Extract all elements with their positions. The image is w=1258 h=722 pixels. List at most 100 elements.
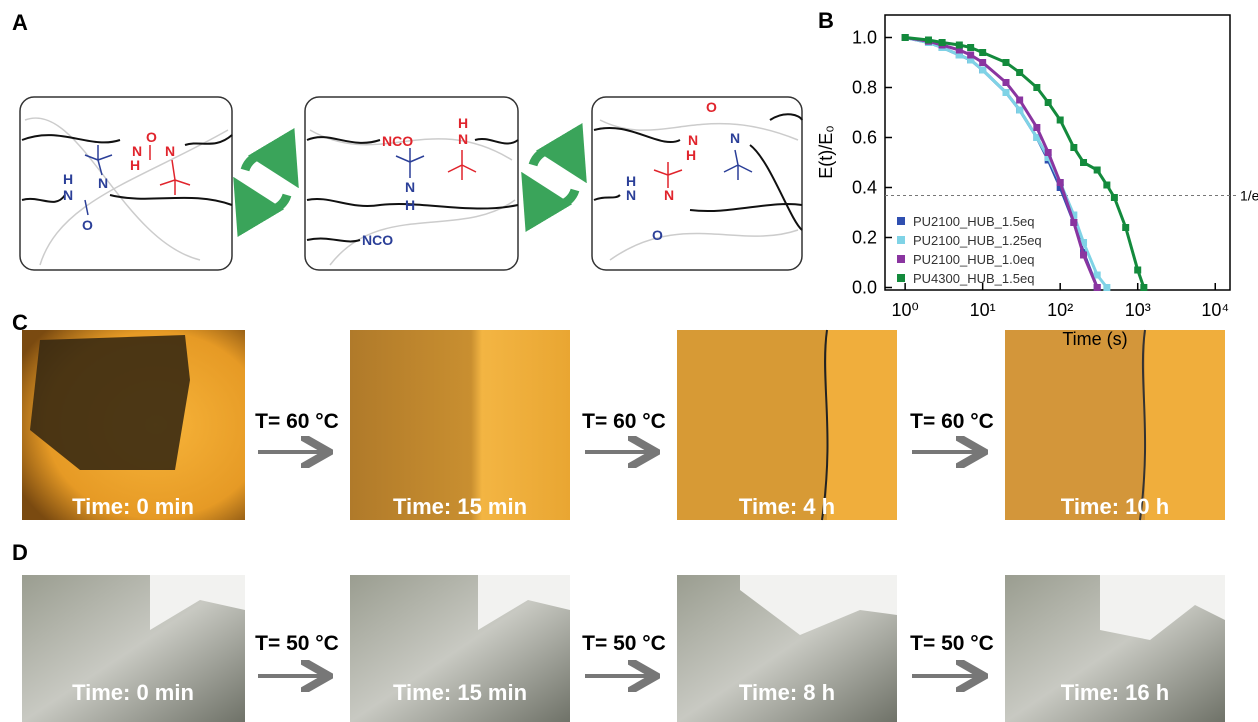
panel-label: D xyxy=(12,540,28,565)
atom: NCO xyxy=(362,232,393,248)
time-label: Time: 4 h xyxy=(739,494,835,519)
marker xyxy=(956,42,963,49)
atom: N xyxy=(132,143,142,159)
marker xyxy=(1070,144,1077,151)
atom: NCO xyxy=(382,133,413,149)
marker xyxy=(1080,159,1087,166)
marker xyxy=(1111,194,1118,201)
marker xyxy=(1094,284,1101,291)
x-tick-label: 10¹ xyxy=(970,300,996,320)
series-line xyxy=(905,38,1097,288)
marker xyxy=(967,44,974,51)
atom: H xyxy=(130,157,140,173)
x-tick-label: 10⁰ xyxy=(892,300,919,320)
atom: O xyxy=(706,99,717,115)
marker xyxy=(979,67,986,74)
y-tick-label: 1.0 xyxy=(852,28,877,48)
marker xyxy=(1103,284,1110,291)
y-tick-label: 0.6 xyxy=(852,128,877,148)
marker xyxy=(1103,182,1110,189)
y-tick-label: 0.0 xyxy=(852,278,877,298)
atom: N xyxy=(458,131,468,147)
marker xyxy=(1140,284,1147,291)
atom: N xyxy=(730,130,740,146)
legend-label: PU4300_HUB_1.5eq xyxy=(913,271,1034,286)
atom: O xyxy=(146,129,157,145)
temperature-label: T= 60 °C xyxy=(910,410,994,433)
marker xyxy=(1002,89,1009,96)
panel-d: Time: 0 min Time: 15 min Time: 8 h Time:… xyxy=(22,575,1225,722)
panel-label: B xyxy=(818,8,834,33)
marker xyxy=(1016,69,1023,76)
plot-frame xyxy=(885,15,1230,290)
panel-a: O H N N H N N O NCO H N N H NCO O H N N … xyxy=(20,97,802,270)
atom: N xyxy=(165,143,175,159)
reference-label: 1/e xyxy=(1240,188,1258,204)
atom: H xyxy=(686,147,696,163)
marker xyxy=(979,49,986,56)
marker xyxy=(1094,272,1101,279)
atom: H xyxy=(458,115,468,131)
temperature-label: T= 50 °C xyxy=(582,632,666,655)
atom: N xyxy=(98,175,108,191)
x-tick-label: 10² xyxy=(1047,300,1073,320)
atom: H xyxy=(63,171,73,187)
y-axis-label: E(t)/E₀ xyxy=(816,125,836,178)
time-label: Time: 0 min xyxy=(72,494,194,519)
marker xyxy=(939,39,946,46)
marker xyxy=(967,52,974,59)
legend-label: PU2100_HUB_1.5eq xyxy=(913,214,1034,229)
series-line xyxy=(905,38,1144,288)
temperature-label: T= 60 °C xyxy=(582,410,666,433)
marker xyxy=(1057,179,1064,186)
marker xyxy=(1057,117,1064,124)
legend-marker xyxy=(897,255,905,263)
atom: H xyxy=(405,197,415,213)
legend-marker xyxy=(897,274,905,282)
temperature-label: T= 60 °C xyxy=(255,410,339,433)
marker xyxy=(1045,149,1052,156)
legend-marker xyxy=(897,217,905,225)
y-tick-label: 0.4 xyxy=(852,178,877,198)
series-line xyxy=(905,38,1097,288)
marker xyxy=(1033,84,1040,91)
atom: N xyxy=(626,187,636,203)
atom: O xyxy=(652,227,663,243)
panel-label: A xyxy=(12,10,28,35)
series-line xyxy=(905,38,1107,288)
time-label: Time: 15 min xyxy=(393,680,527,705)
atom: N xyxy=(664,187,674,203)
legend-marker xyxy=(897,236,905,244)
x-tick-label: 10³ xyxy=(1125,300,1151,320)
atom: N xyxy=(688,132,698,148)
temperature-label: T= 50 °C xyxy=(910,632,994,655)
y-tick-label: 0.2 xyxy=(852,228,877,248)
marker xyxy=(925,37,932,44)
time-label: Time: 0 min xyxy=(72,680,194,705)
marker xyxy=(1045,99,1052,106)
legend-label: PU2100_HUB_1.0eq xyxy=(913,252,1034,267)
marker xyxy=(902,34,909,41)
atom: O xyxy=(82,217,93,233)
marker xyxy=(1002,79,1009,86)
time-label: Time: 10 h xyxy=(1061,494,1169,519)
marker xyxy=(1070,219,1077,226)
figure: A B C D O H N N H N N O NCO H N N H NCO … xyxy=(0,0,1258,722)
time-label: Time: 8 h xyxy=(739,680,835,705)
x-axis-label: Time (s) xyxy=(1062,329,1127,349)
marker xyxy=(1122,224,1129,231)
legend-label: PU2100_HUB_1.25eq xyxy=(913,233,1042,248)
marker xyxy=(1033,124,1040,131)
temperature-label: T= 50 °C xyxy=(255,632,339,655)
atom: N xyxy=(405,179,415,195)
time-label: Time: 16 h xyxy=(1061,680,1169,705)
y-tick-label: 0.8 xyxy=(852,78,877,98)
marker xyxy=(1080,252,1087,259)
marker xyxy=(1094,167,1101,174)
panel-c: Time: 0 min Time: 15 min Time: 4 h Time:… xyxy=(22,330,1225,520)
marker xyxy=(1134,267,1141,274)
marker xyxy=(979,59,986,66)
marker xyxy=(1016,97,1023,104)
marker xyxy=(1016,107,1023,114)
